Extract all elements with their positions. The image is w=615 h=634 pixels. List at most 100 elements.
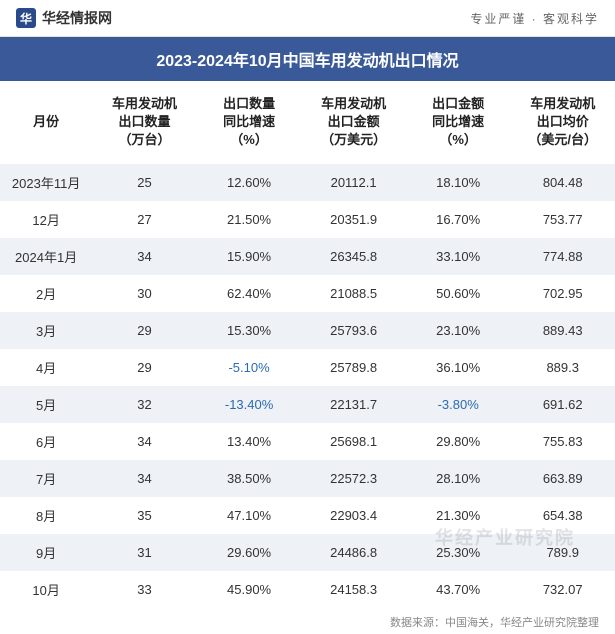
cell-qty: 34 (92, 460, 197, 497)
header-bar: 华 华经情报网 专业严谨 · 客观科学 (0, 0, 615, 37)
cell-amount_growth: 21.30% (406, 497, 511, 534)
col-header-month: 月份 (0, 81, 92, 164)
cell-month: 4月 (0, 349, 92, 386)
cell-qty: 34 (92, 423, 197, 460)
cell-amount_growth: -3.80% (406, 386, 511, 423)
cell-month: 7月 (0, 460, 92, 497)
cell-amount: 20351.9 (301, 201, 406, 238)
col-header-amount: 车用发动机出口金额（万美元） (301, 81, 406, 164)
cell-qty: 32 (92, 386, 197, 423)
cell-amount_growth: 50.60% (406, 275, 511, 312)
cell-avg: 753.77 (510, 201, 615, 238)
cell-qty: 29 (92, 349, 197, 386)
cell-month: 6月 (0, 423, 92, 460)
cell-month: 5月 (0, 386, 92, 423)
cell-amount: 25793.6 (301, 312, 406, 349)
col-header-avg: 车用发动机出口均价（美元/台） (510, 81, 615, 164)
table-row: 2023年11月2512.60%20112.118.10%804.48 (0, 164, 615, 201)
cell-amount: 26345.8 (301, 238, 406, 275)
table-row: 9月3129.60%24486.825.30%789.9 (0, 534, 615, 571)
cell-qty_growth: 13.40% (197, 423, 302, 460)
table-row: 3月2915.30%25793.623.10%889.43 (0, 312, 615, 349)
table-body: 2023年11月2512.60%20112.118.10%804.4812月27… (0, 164, 615, 608)
cell-avg: 774.88 (510, 238, 615, 275)
data-table-container: 月份 车用发动机出口数量（万台） 出口数量同比增速（%） 车用发动机出口金额（万… (0, 81, 615, 608)
cell-month: 2月 (0, 275, 92, 312)
cell-month: 10月 (0, 571, 92, 608)
cell-qty_growth: 21.50% (197, 201, 302, 238)
col-header-qty-growth: 出口数量同比增速（%） (197, 81, 302, 164)
cell-avg: 654.38 (510, 497, 615, 534)
col-header-amount-growth: 出口金额同比增速（%） (406, 81, 511, 164)
cell-month: 2024年1月 (0, 238, 92, 275)
cell-month: 9月 (0, 534, 92, 571)
cell-avg: 663.89 (510, 460, 615, 497)
cell-qty_growth: 15.30% (197, 312, 302, 349)
cell-amount_growth: 33.10% (406, 238, 511, 275)
cell-qty_growth: 12.60% (197, 164, 302, 201)
cell-avg: 702.95 (510, 275, 615, 312)
cell-qty: 31 (92, 534, 197, 571)
table-row: 2月3062.40%21088.550.60%702.95 (0, 275, 615, 312)
cell-avg: 889.43 (510, 312, 615, 349)
table-header: 月份 车用发动机出口数量（万台） 出口数量同比增速（%） 车用发动机出口金额（万… (0, 81, 615, 164)
cell-amount_growth: 18.10% (406, 164, 511, 201)
cell-amount: 20112.1 (301, 164, 406, 201)
cell-qty_growth: 38.50% (197, 460, 302, 497)
cell-amount_growth: 25.30% (406, 534, 511, 571)
cell-avg: 755.83 (510, 423, 615, 460)
cell-qty_growth: 29.60% (197, 534, 302, 571)
cell-qty_growth: 15.90% (197, 238, 302, 275)
cell-qty_growth: -13.40% (197, 386, 302, 423)
cell-amount_growth: 43.70% (406, 571, 511, 608)
cell-amount_growth: 16.70% (406, 201, 511, 238)
cell-amount_growth: 23.10% (406, 312, 511, 349)
cell-amount: 22903.4 (301, 497, 406, 534)
table-row: 2024年1月3415.90%26345.833.10%774.88 (0, 238, 615, 275)
cell-month: 12月 (0, 201, 92, 238)
cell-qty_growth: -5.10% (197, 349, 302, 386)
logo-section: 华 华经情报网 (16, 8, 112, 28)
cell-qty_growth: 62.40% (197, 275, 302, 312)
cell-amount: 25789.8 (301, 349, 406, 386)
cell-avg: 732.07 (510, 571, 615, 608)
logo-icon: 华 (16, 8, 36, 28)
tagline: 专业严谨 · 客观科学 (470, 10, 599, 27)
cell-amount_growth: 36.10% (406, 349, 511, 386)
cell-amount: 21088.5 (301, 275, 406, 312)
cell-amount: 22572.3 (301, 460, 406, 497)
table-row: 10月3345.90%24158.343.70%732.07 (0, 571, 615, 608)
cell-amount: 25698.1 (301, 423, 406, 460)
cell-qty: 35 (92, 497, 197, 534)
logo-text: 华经情报网 (42, 8, 112, 28)
table-row: 12月2721.50%20351.916.70%753.77 (0, 201, 615, 238)
table-row: 6月3413.40%25698.129.80%755.83 (0, 423, 615, 460)
cell-qty: 34 (92, 238, 197, 275)
cell-avg: 691.62 (510, 386, 615, 423)
cell-qty: 25 (92, 164, 197, 201)
cell-qty: 27 (92, 201, 197, 238)
cell-amount_growth: 28.10% (406, 460, 511, 497)
cell-qty: 33 (92, 571, 197, 608)
data-source-note: 数据来源：中国海关，华经产业研究院整理 (0, 608, 615, 634)
cell-qty: 30 (92, 275, 197, 312)
chart-title: 2023-2024年10月中国车用发动机出口情况 (0, 37, 615, 81)
cell-month: 8月 (0, 497, 92, 534)
cell-qty_growth: 45.90% (197, 571, 302, 608)
table-row: 5月32-13.40%22131.7-3.80%691.62 (0, 386, 615, 423)
table-row: 4月29-5.10%25789.836.10%889.3 (0, 349, 615, 386)
cell-qty_growth: 47.10% (197, 497, 302, 534)
cell-amount: 22131.7 (301, 386, 406, 423)
cell-month: 2023年11月 (0, 164, 92, 201)
cell-amount: 24486.8 (301, 534, 406, 571)
cell-avg: 889.3 (510, 349, 615, 386)
cell-qty: 29 (92, 312, 197, 349)
cell-amount_growth: 29.80% (406, 423, 511, 460)
table-row: 7月3438.50%22572.328.10%663.89 (0, 460, 615, 497)
cell-avg: 789.9 (510, 534, 615, 571)
table-row: 8月3547.10%22903.421.30%654.38 (0, 497, 615, 534)
data-table: 月份 车用发动机出口数量（万台） 出口数量同比增速（%） 车用发动机出口金额（万… (0, 81, 615, 608)
col-header-qty: 车用发动机出口数量（万台） (92, 81, 197, 164)
cell-month: 3月 (0, 312, 92, 349)
cell-avg: 804.48 (510, 164, 615, 201)
